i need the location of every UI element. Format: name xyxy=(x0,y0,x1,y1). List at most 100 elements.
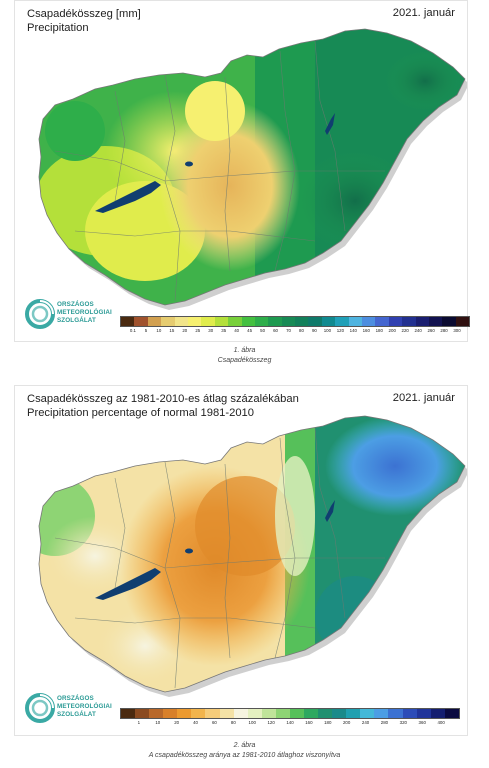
legend-bar xyxy=(120,708,460,719)
legend-swatch xyxy=(201,317,215,326)
title-hungarian: Csapadékösszeg az 1981-2010-es átlag szá… xyxy=(27,393,299,405)
legend-label: 140 xyxy=(349,328,357,333)
legend-swatch xyxy=(374,709,389,718)
omsz-logo-icon xyxy=(25,693,55,723)
legend-label: 80 xyxy=(299,328,304,333)
legend-label: 280 xyxy=(380,720,389,725)
map-date: 2021. január xyxy=(392,392,455,404)
legend-swatch xyxy=(415,317,429,326)
legend-label: 140 xyxy=(286,720,294,725)
legend-swatch xyxy=(149,709,164,718)
legend-swatch xyxy=(187,317,202,326)
legend-swatch xyxy=(348,317,363,326)
figure-caption-2: 2. ábra A csapadékösszeg aránya az 1981-… xyxy=(0,741,489,761)
title-hungarian: Csapadékösszeg [mm] xyxy=(27,8,141,20)
lake-balaton xyxy=(95,568,161,600)
legend-swatch xyxy=(362,317,376,326)
legend-label: 100 xyxy=(248,720,256,725)
legend-label: 320 xyxy=(399,720,407,725)
legend-label: 0.1 xyxy=(129,328,137,333)
legend-label: 40 xyxy=(193,720,198,725)
legend-swatch xyxy=(428,317,443,326)
legend-swatch xyxy=(416,709,431,718)
legend-label: 400 xyxy=(437,720,445,725)
legend-swatch xyxy=(402,317,416,326)
logo-text: ORSZÁGOS METEOROLÓGIAI SZOLGÁLAT xyxy=(57,301,112,324)
precipitation-map xyxy=(38,28,467,310)
lake-velence xyxy=(185,161,193,167)
legend-label: 40 xyxy=(234,328,240,333)
lake-tisza xyxy=(325,500,335,522)
legend-swatch xyxy=(455,317,470,326)
legend-label: 200 xyxy=(388,328,396,333)
legend-swatch xyxy=(254,317,269,326)
omsz-logo: ORSZÁGOS METEOROLÓGIAI SZOLGÁLAT xyxy=(25,691,120,727)
legend-label: 60 xyxy=(211,720,217,725)
legend-swatch xyxy=(360,709,375,718)
caption-number: 2. ábra xyxy=(233,742,256,749)
legend-swatch xyxy=(281,317,296,326)
legend-label: 20 xyxy=(182,328,188,333)
legend-label: 120 xyxy=(336,328,345,333)
legend-swatch xyxy=(388,709,403,718)
legend-label: 160 xyxy=(362,328,370,333)
legend-label: 10 xyxy=(156,328,162,333)
legend-label: 180 xyxy=(324,720,332,725)
legend-label: 35 xyxy=(221,328,227,333)
legend-label: 45 xyxy=(247,328,253,333)
legend-swatch xyxy=(388,317,403,326)
legend-label: 80 xyxy=(230,720,236,725)
title-english: Precipitation xyxy=(27,22,89,34)
legend-swatch xyxy=(247,709,262,718)
percentage-map-panel: Csapadékösszeg az 1981-2010-es átlag szá… xyxy=(14,385,468,736)
color-legend: 1 10 20 40 60 80 100 120 140 160 180 200 240 280 320 36… xyxy=(120,708,460,729)
legend-label: 260 xyxy=(427,328,435,333)
legend-swatch xyxy=(134,317,148,326)
map-date: 2021. január xyxy=(392,7,455,19)
legend-label: 70 xyxy=(286,328,291,333)
legend-swatch xyxy=(161,317,175,326)
legend-labels: 0.1 5 10 15 20 25 30 35 40 45 50 60 70 80 90 100 120 140 1… xyxy=(120,327,470,337)
omsz-logo-icon xyxy=(25,299,55,329)
legend-swatch xyxy=(163,709,178,718)
legend-swatch xyxy=(275,709,290,718)
legend-swatch xyxy=(121,317,135,326)
legend-label: 60 xyxy=(273,328,278,333)
legend-swatch xyxy=(346,709,361,718)
legend-swatch xyxy=(135,709,150,718)
legend-swatch xyxy=(332,709,347,718)
map-title: Csapadékösszeg az 1981-2010-es átlag szá… xyxy=(27,392,299,420)
legend-label: 1 xyxy=(137,720,141,725)
legend-label: 20 xyxy=(174,720,180,725)
legend-swatch xyxy=(442,317,456,326)
caption-text: Csapadékösszeg xyxy=(217,357,272,364)
legend-label: 220 xyxy=(401,328,409,333)
legend-swatch xyxy=(318,709,333,718)
legend-label: 15 xyxy=(169,328,175,333)
legend-swatch xyxy=(268,317,282,326)
precipitation-map-panel: Csapadékösszeg [mm] Precipitation 2021. … xyxy=(14,0,470,342)
legend-label: 300 xyxy=(453,328,461,333)
legend-label: 30 xyxy=(208,328,214,333)
legend-swatch xyxy=(147,317,162,326)
legend-swatch xyxy=(191,709,206,718)
legend-label: 120 xyxy=(267,720,275,725)
legend-label: 100 xyxy=(323,328,332,333)
legend-label: 200 xyxy=(342,720,351,725)
legend-label: 180 xyxy=(375,328,383,333)
legend-swatch xyxy=(295,317,309,326)
color-legend: 0.1 5 10 15 20 25 30 35 40 45 50 60 70 80 90 100 120 140 1… xyxy=(120,316,470,337)
legend-swatch xyxy=(228,317,242,326)
lake-tisza xyxy=(325,113,335,135)
title-english: Precipitation percentage of normal 1981-… xyxy=(27,407,255,419)
legend-label: 10 xyxy=(155,720,161,725)
lake-velence xyxy=(185,548,193,554)
legend-swatch xyxy=(177,709,192,718)
legend-swatch xyxy=(233,709,248,718)
legend-swatch xyxy=(444,709,459,718)
legend-swatch xyxy=(289,709,305,718)
legend-swatch xyxy=(214,317,229,326)
legend-label: 360 xyxy=(418,720,426,725)
legend-swatch xyxy=(321,317,336,326)
legend-label: 280 xyxy=(440,328,448,333)
